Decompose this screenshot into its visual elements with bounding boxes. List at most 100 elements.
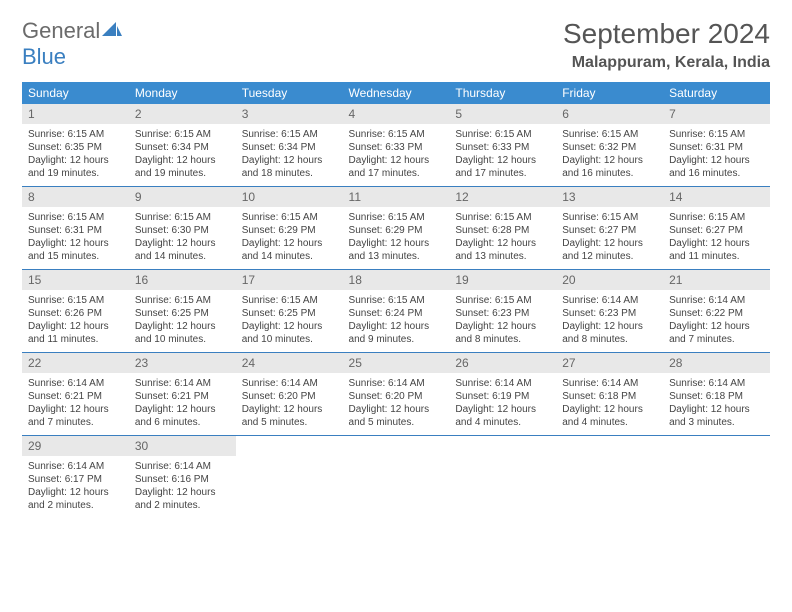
- sunrise-label: Sunrise:: [349, 212, 388, 223]
- sunset-value: 6:24 PM: [385, 308, 422, 319]
- day-body: Sunrise: 6:15 AMSunset: 6:24 PMDaylight:…: [343, 290, 450, 352]
- calendar-cell: [556, 436, 663, 519]
- day-header: Wednesday: [343, 82, 450, 104]
- calendar-cell: 4Sunrise: 6:15 AMSunset: 6:33 PMDaylight…: [343, 104, 450, 187]
- sunset-label: Sunset:: [455, 225, 492, 236]
- day-number: 15: [22, 270, 129, 290]
- sunset-label: Sunset:: [242, 391, 279, 402]
- day-body: Sunrise: 6:15 AMSunset: 6:25 PMDaylight:…: [129, 290, 236, 352]
- day-header: Thursday: [449, 82, 556, 104]
- daylight-label: Daylight:: [669, 155, 711, 166]
- sunrise-value: 6:15 AM: [67, 212, 104, 223]
- calendar-cell: 5Sunrise: 6:15 AMSunset: 6:33 PMDaylight…: [449, 104, 556, 187]
- day-body: Sunrise: 6:15 AMSunset: 6:26 PMDaylight:…: [22, 290, 129, 352]
- sunrise-label: Sunrise:: [242, 295, 281, 306]
- day-body: Sunrise: 6:15 AMSunset: 6:33 PMDaylight:…: [343, 124, 450, 186]
- day-body: Sunrise: 6:15 AMSunset: 6:34 PMDaylight:…: [236, 124, 343, 186]
- day-body: Sunrise: 6:15 AMSunset: 6:30 PM Daylight:…: [129, 207, 236, 269]
- daylight-label: Daylight:: [28, 404, 70, 415]
- sunset-label: Sunset:: [349, 308, 386, 319]
- sunrise-label: Sunrise:: [455, 129, 494, 140]
- sunset-label: Sunset:: [562, 225, 599, 236]
- daylight-label: Daylight:: [455, 404, 497, 415]
- calendar-head: SundayMondayTuesdayWednesdayThursdayFrid…: [22, 82, 770, 104]
- day-number: 16: [129, 270, 236, 290]
- sunrise-label: Sunrise:: [455, 295, 494, 306]
- sunset-label: Sunset:: [562, 308, 599, 319]
- sunset-value: 6:29 PM: [385, 225, 422, 236]
- day-body: Sunrise: 6:14 AMSunset: 6:20 PMDaylight:…: [236, 373, 343, 435]
- day-header: Friday: [556, 82, 663, 104]
- day-body: Sunrise: 6:14 AMSunset: 6:18 PMDaylight:…: [663, 373, 770, 435]
- sunset-label: Sunset:: [349, 391, 386, 402]
- daylight-label: Daylight:: [135, 321, 177, 332]
- sunrise-label: Sunrise:: [669, 295, 708, 306]
- calendar-cell: 6Sunrise: 6:15 AMSunset: 6:32 PMDaylight…: [556, 104, 663, 187]
- day-number: 6: [556, 104, 663, 124]
- daylight-label: Daylight:: [349, 155, 391, 166]
- logo-word-1: General: [22, 18, 100, 43]
- sunrise-label: Sunrise:: [669, 378, 708, 389]
- daylight-label: Daylight:: [135, 487, 177, 498]
- daylight-label: Daylight:: [562, 321, 604, 332]
- calendar-cell: [343, 436, 450, 519]
- day-body: Sunrise: 6:15 AMSunset: 6:23 PMDaylight:…: [449, 290, 556, 352]
- calendar-cell: 8Sunrise: 6:15 AMSunset: 6:31 PMDaylight…: [22, 187, 129, 270]
- day-header: Sunday: [22, 82, 129, 104]
- sunset-label: Sunset:: [28, 308, 65, 319]
- day-body: Sunrise: 6:14 AMSunset: 6:22 PMDaylight:…: [663, 290, 770, 352]
- sunrise-value: 6:15 AM: [174, 212, 211, 223]
- day-body: Sunrise: 6:15 AMSunset: 6:29 PMDaylight:…: [343, 207, 450, 269]
- day-number: 19: [449, 270, 556, 290]
- daylight-label: Daylight:: [562, 404, 604, 415]
- sunrise-value: 6:14 AM: [67, 378, 104, 389]
- sunset-value: 6:20 PM: [385, 391, 422, 402]
- day-number: 24: [236, 353, 343, 373]
- sunrise-label: Sunrise:: [135, 461, 174, 472]
- sunrise-value: 6:15 AM: [174, 129, 211, 140]
- sunrise-label: Sunrise:: [135, 212, 174, 223]
- calendar-cell: 14Sunrise: 6:15 AMSunset: 6:27 PMDayligh…: [663, 187, 770, 270]
- calendar-cell: 11Sunrise: 6:15 AMSunset: 6:29 PMDayligh…: [343, 187, 450, 270]
- sunrise-label: Sunrise:: [562, 129, 601, 140]
- sunrise-label: Sunrise:: [349, 295, 388, 306]
- header: General Blue September 2024 Malappuram, …: [22, 18, 770, 72]
- calendar-cell: 16Sunrise: 6:15 AMSunset: 6:25 PMDayligh…: [129, 270, 236, 353]
- day-number: 29: [22, 436, 129, 456]
- day-body: Sunrise: 6:15 AMSunset: 6:25 PMDaylight:…: [236, 290, 343, 352]
- sunrise-value: 6:15 AM: [495, 129, 532, 140]
- calendar-cell: 27Sunrise: 6:14 AMSunset: 6:18 PMDayligh…: [556, 353, 663, 436]
- sunrise-label: Sunrise:: [135, 295, 174, 306]
- daylight-label: Daylight:: [242, 155, 284, 166]
- sunset-value: 6:17 PM: [65, 474, 102, 485]
- day-number: 17: [236, 270, 343, 290]
- sunrise-label: Sunrise:: [562, 378, 601, 389]
- day-number: 25: [343, 353, 450, 373]
- sunrise-value: 6:15 AM: [602, 212, 639, 223]
- daylight-label: Daylight:: [135, 404, 177, 415]
- sunset-value: 6:23 PM: [492, 308, 529, 319]
- sunrise-label: Sunrise:: [669, 129, 708, 140]
- sunset-label: Sunset:: [562, 391, 599, 402]
- location: Malappuram, Kerala, India: [563, 54, 770, 72]
- day-number: 26: [449, 353, 556, 373]
- daylight-label: Daylight:: [135, 238, 177, 249]
- day-number: 20: [556, 270, 663, 290]
- sunset-label: Sunset:: [349, 142, 386, 153]
- sunrise-value: 6:15 AM: [495, 295, 532, 306]
- sunset-value: 6:20 PM: [278, 391, 315, 402]
- day-number: 27: [556, 353, 663, 373]
- sunrise-label: Sunrise:: [28, 129, 67, 140]
- sunset-label: Sunset:: [669, 225, 706, 236]
- calendar-cell: 30Sunrise: 6:14 AMSunset: 6:16 PMDayligh…: [129, 436, 236, 519]
- sunrise-label: Sunrise:: [562, 212, 601, 223]
- sunrise-value: 6:14 AM: [174, 461, 211, 472]
- sunset-label: Sunset:: [135, 225, 172, 236]
- sunset-value: 6:30 PM: [172, 225, 209, 236]
- sunset-label: Sunset:: [455, 308, 492, 319]
- day-body: Sunrise: 6:14 AMSunset: 6:21 PMDaylight:…: [129, 373, 236, 435]
- calendar-cell: 2Sunrise: 6:15 AMSunset: 6:34 PMDaylight…: [129, 104, 236, 187]
- sunset-value: 6:33 PM: [492, 142, 529, 153]
- daylight-label: Daylight:: [28, 487, 70, 498]
- sunset-label: Sunset:: [135, 308, 172, 319]
